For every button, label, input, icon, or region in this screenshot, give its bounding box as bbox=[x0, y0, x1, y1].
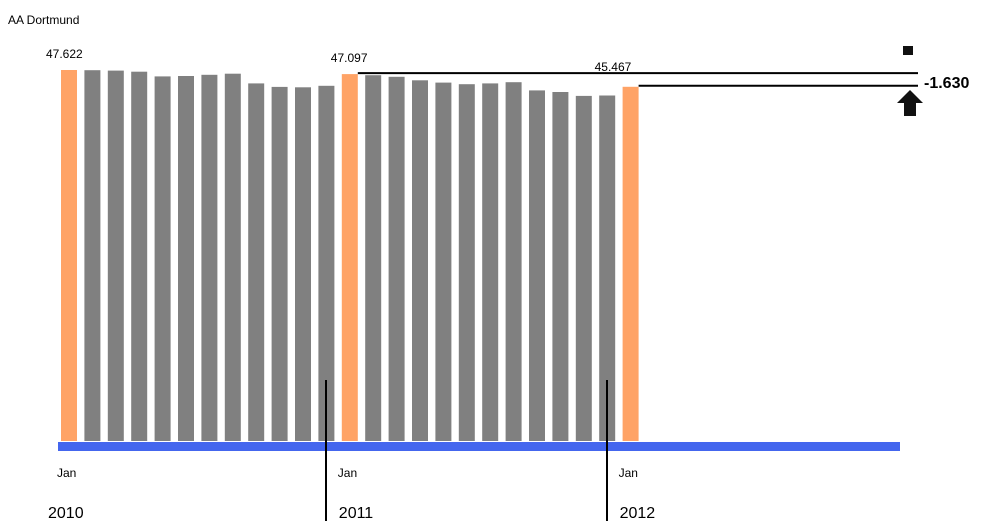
x-tick-label-year: 2012 bbox=[620, 505, 656, 521]
x-tick-label-month: Jan bbox=[619, 466, 638, 480]
bar bbox=[271, 86, 288, 442]
bar bbox=[318, 85, 335, 442]
bar bbox=[575, 95, 592, 442]
bar bbox=[622, 86, 639, 442]
marker-square bbox=[903, 46, 913, 55]
bar bbox=[552, 92, 569, 441]
labels-layer: Jan 2010 Jan 2011 Jan 2012 47.622 47.097 45.467 bbox=[46, 47, 655, 521]
bar bbox=[84, 70, 101, 441]
bar bbox=[201, 74, 218, 442]
bar bbox=[505, 82, 522, 441]
difference-indicator: -1.630 bbox=[357, 46, 969, 116]
x-axis bbox=[58, 380, 900, 521]
x-tick-label-month: Jan bbox=[57, 466, 76, 480]
data-label: 47.097 bbox=[331, 51, 368, 65]
bar bbox=[295, 87, 311, 442]
bar bbox=[482, 83, 499, 442]
x-tick-label-year: 2011 bbox=[339, 505, 374, 521]
data-label: 45.467 bbox=[595, 60, 632, 74]
arrow-icon bbox=[897, 90, 923, 116]
bar bbox=[599, 95, 616, 441]
bar bbox=[107, 70, 124, 441]
bar bbox=[412, 80, 428, 442]
difference-value: -1.630 bbox=[924, 75, 969, 92]
bar bbox=[178, 76, 194, 441]
x-tick-label-month: Jan bbox=[338, 466, 357, 480]
bar bbox=[341, 74, 358, 441]
chart-title: AA Dortmund bbox=[8, 13, 79, 27]
x-axis-line bbox=[58, 442, 900, 451]
bar bbox=[435, 82, 452, 441]
bar bbox=[154, 76, 171, 442]
bar bbox=[131, 71, 148, 441]
bar bbox=[388, 76, 405, 442]
x-tick-label-year: 2010 bbox=[48, 505, 84, 521]
bar bbox=[61, 70, 77, 441]
bars-layer bbox=[61, 70, 639, 442]
data-label: 47.622 bbox=[46, 47, 83, 61]
bar bbox=[248, 83, 265, 442]
bar bbox=[365, 75, 382, 441]
bar bbox=[224, 73, 241, 441]
bar bbox=[529, 90, 545, 442]
bar bbox=[458, 84, 475, 441]
